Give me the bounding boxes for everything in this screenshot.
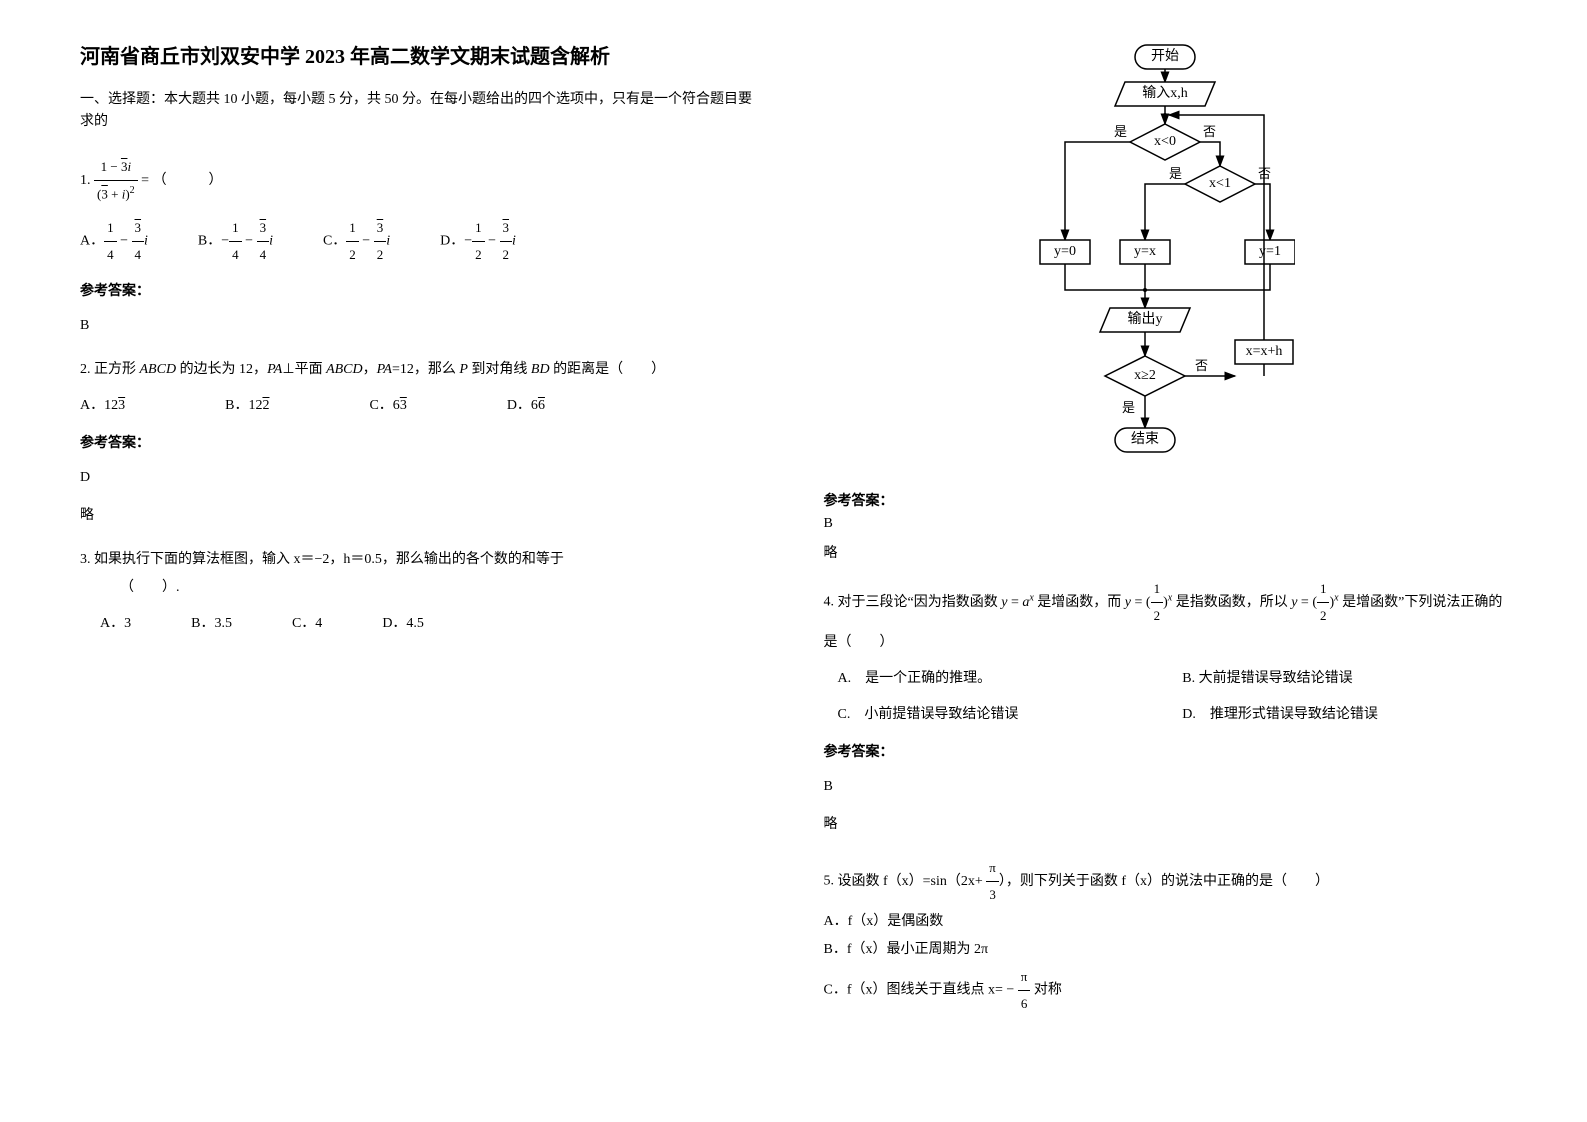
q2-opt-a: A．123 [80, 392, 125, 420]
q3-opt-b: B．3.5 [191, 610, 232, 638]
section-intro: 一、选择题：本大题共 10 小题，每小题 5 分，共 50 分。在每小题给出的四… [80, 89, 764, 134]
q2-answer: D [80, 464, 764, 492]
q4-text: 对于三段论“因为指数函数 y = ax 是增函数，而 y = (12)x 是指数… [824, 595, 1503, 650]
q2-opt-b: B．122 [225, 392, 269, 420]
q3-opt-a: A．3 [100, 610, 131, 638]
fc-yes2: 是 [1169, 166, 1182, 181]
q3-text: 如果执行下面的算法框图，输入 x＝−2，h＝0.5，那么输出的各个数的和等于 [94, 552, 564, 567]
q5-opt-a: A．f（x）是偶函数 [824, 908, 1508, 936]
q4-opt-b: B. 大前提错误导致结论错误 [1182, 665, 1507, 693]
q4-answer: B [824, 773, 1508, 801]
q3-num: 3. [80, 552, 91, 567]
q5-opt-c: C．f（x）图线关于直线点 x= − π6 对称 [824, 964, 1508, 1017]
q1-opt-c: C．12 − 32i [323, 215, 390, 268]
q2-note: 略 [80, 502, 764, 530]
q4-answer-label: 参考答案： [824, 739, 1508, 767]
page-title: 河南省商丘市刘双安中学 2023 年高二数学文期末试题含解析 [80, 40, 764, 69]
q2-opt-c: C．63 [369, 392, 406, 420]
q3-opt-d: D．4.5 [382, 610, 424, 638]
fc-no1: 否 [1203, 124, 1216, 139]
question-5: 5. 设函数 f（x）=sin（2x+ π3），则下列关于函数 f（x）的说法中… [824, 855, 1508, 1017]
q5-num: 5. [824, 874, 835, 889]
q4-options: A. 是一个正确的推理。 B. 大前提错误导致结论错误 C. 小前提错误导致结论… [838, 665, 1508, 729]
q4-opt-c: C. 小前提错误导致结论错误 [838, 701, 1163, 729]
q1-opt-d: D．−12 − 32i [440, 215, 516, 268]
q1-answer: B [80, 312, 764, 340]
q3-options: A．3 B．3.5 C．4 D．4.5 [100, 610, 764, 638]
fc-cond3: x≥2 [1134, 368, 1156, 383]
question-3: 3. 如果执行下面的算法框图，输入 x＝−2，h＝0.5，那么输出的各个数的和等… [80, 546, 764, 638]
q5-opt-b: B．f（x）最小正周期为 2π [824, 936, 1508, 964]
q5-text: 设函数 f（x）=sin（2x+ π3），则下列关于函数 f（x）的说法中正确的… [838, 874, 1330, 889]
fc-cond1: x<0 [1154, 134, 1176, 149]
question-2: 2. 正方形 ABCD 的边长为 12，PA⊥平面 ABCD，PA=12，那么 … [80, 356, 764, 530]
q1-num: 1. [80, 173, 91, 188]
q1-blank: （ ） [153, 173, 223, 188]
q1-opt-b: B．−14 − 34i [198, 215, 273, 268]
q4-note: 略 [824, 811, 1508, 839]
q3-note: 略 [824, 542, 1508, 562]
fc-yes1: 是 [1114, 124, 1127, 139]
q4-opt-d: D. 推理形式错误导致结论错误 [1182, 701, 1507, 729]
fc-xh: x=x+h [1246, 344, 1283, 359]
fc-y1: y=1 [1259, 244, 1281, 259]
q3-answer: B [824, 516, 1508, 532]
fc-cond2: x<1 [1209, 176, 1231, 191]
question-4: 4. 对于三段论“因为指数函数 y = ax 是增函数，而 y = (12)x … [824, 576, 1508, 839]
flowchart: 开始 输入x,h x<0 是 否 x<1 是 否 y=0 y=x y=1 输出y… [1035, 40, 1295, 480]
q2-num: 2. [80, 362, 91, 377]
q3-opt-c: C．4 [292, 610, 322, 638]
fc-yx: y=x [1134, 244, 1156, 259]
question-1: 1. 1 − 3i(3 + i)2 = （ ） A．14 − 34i B．−14… [80, 154, 764, 340]
q1-options: A．14 − 34i B．−14 − 34i C．12 − 32i D．−12 … [80, 215, 764, 268]
q3-blank: （ ）. [120, 574, 764, 602]
q2-answer-label: 参考答案： [80, 430, 764, 458]
fc-y0: y=0 [1054, 244, 1076, 259]
fc-end: 结束 [1131, 431, 1159, 447]
fc-start: 开始 [1151, 48, 1179, 64]
q2-options: A．123 B．122 C．63 D．66 [80, 392, 764, 420]
q2-opt-d: D．66 [507, 392, 545, 420]
fc-yes3: 是 [1122, 400, 1135, 415]
fc-input: 输入x,h [1143, 85, 1189, 101]
q1-answer-label: 参考答案： [80, 278, 764, 306]
q3-answer-label: 参考答案： [824, 490, 1508, 510]
fc-no3: 否 [1195, 358, 1208, 373]
q1-formula: 1 − 3i(3 + i)2 = [94, 154, 149, 207]
q1-opt-a: A．14 − 34i [80, 215, 148, 268]
q2-text: 正方形 ABCD 的边长为 12，PA⊥平面 ABCD，PA=12，那么 P 到… [94, 362, 665, 377]
q4-num: 4. [824, 595, 835, 610]
fc-output: 输出y [1128, 311, 1163, 327]
q4-opt-a: A. 是一个正确的推理。 [838, 665, 1163, 693]
